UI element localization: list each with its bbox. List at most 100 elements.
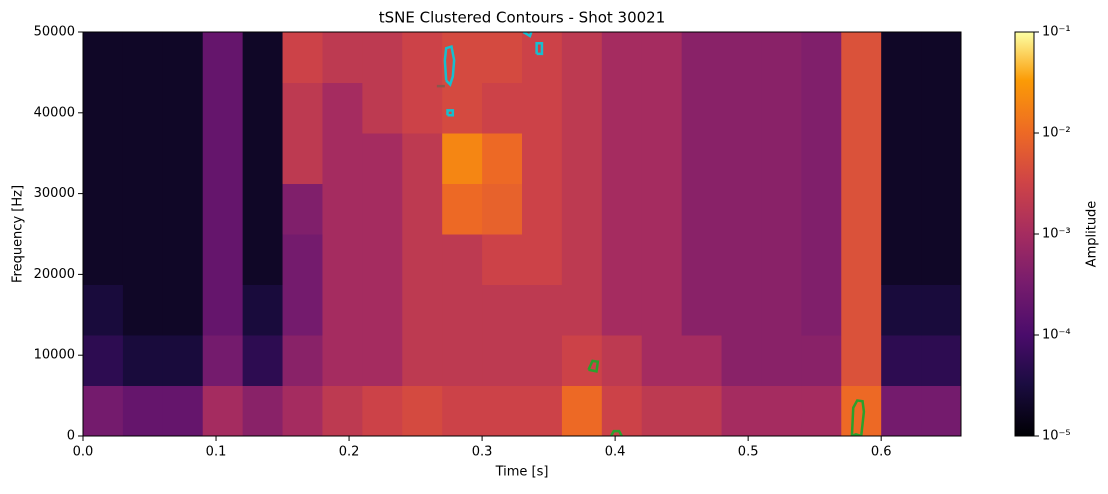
heatmap-cell — [322, 385, 363, 437]
heatmap-cell — [721, 183, 762, 235]
heatmap-cell — [362, 32, 403, 83]
heatmap-cell — [841, 133, 882, 184]
colorbar-tick-label: 10⁻⁵ — [1042, 429, 1071, 444]
heatmap-cell — [522, 284, 563, 336]
heatmap-cell — [761, 335, 802, 386]
heatmap-cell — [641, 335, 683, 386]
heatmap-cell — [282, 385, 323, 437]
heatmap-cell — [881, 183, 922, 235]
heatmap-cell — [122, 335, 164, 386]
heatmap-cell — [482, 284, 523, 336]
contour — [610, 429, 623, 436]
y-tick-label: 10000 — [34, 348, 75, 363]
heatmap-cell — [362, 284, 403, 336]
heatmap-cell — [881, 335, 922, 386]
heatmap-cell — [561, 234, 603, 285]
heatmap-cell — [801, 32, 842, 83]
y-tick-label: 50000 — [34, 25, 75, 40]
heatmap-cell — [162, 234, 204, 285]
heatmap-cell — [721, 335, 762, 386]
heatmap-cell — [402, 183, 443, 235]
contour — [587, 359, 600, 373]
heatmap-cell — [83, 133, 124, 184]
heatmap-cell — [482, 385, 523, 437]
heatmap-cell — [242, 82, 284, 134]
heatmap-cell — [442, 82, 483, 134]
contour — [446, 109, 455, 117]
heatmap-cell — [242, 335, 284, 386]
heatmap-cell — [522, 234, 563, 285]
heatmap-cell — [482, 335, 523, 386]
heatmap-cell — [322, 32, 363, 83]
y-tick-label: 30000 — [34, 186, 75, 201]
heatmap-cell — [601, 385, 643, 437]
x-tick-label: 0.2 — [339, 445, 360, 460]
heatmap-cell — [641, 234, 683, 285]
heatmap-cell — [601, 234, 643, 285]
heatmap-cell — [362, 82, 403, 134]
y-tick-label: 0 — [67, 429, 75, 444]
x-tick-label: 0.6 — [871, 445, 892, 460]
colorbar-tick-label: 10⁻¹ — [1042, 25, 1071, 40]
heatmap-cell — [801, 82, 842, 134]
heatmap-cell — [841, 82, 882, 134]
heatmap-cell — [442, 133, 483, 184]
heatmap — [83, 32, 962, 437]
heatmap-cell — [442, 335, 483, 386]
colorbar — [1014, 31, 1035, 437]
heatmap-cell — [162, 335, 204, 386]
heatmap-cell — [83, 234, 124, 285]
heatmap-cell — [721, 133, 762, 184]
heatmap-cell — [402, 335, 443, 386]
heatmap-cell — [362, 335, 403, 386]
x-axis-label: Time [s] — [495, 465, 549, 480]
heatmap-cell — [202, 234, 244, 285]
heatmap-cell — [202, 32, 244, 83]
heatmap-cell — [921, 32, 962, 83]
heatmap-cell — [841, 234, 882, 285]
heatmap-cell — [83, 335, 124, 386]
y-axis-label: Frequency [Hz] — [11, 185, 26, 283]
heatmap-cell — [522, 385, 563, 437]
heatmap-cell — [122, 32, 164, 83]
plot-frame — [82, 31, 962, 437]
heatmap-cell — [641, 183, 683, 235]
heatmap-cell — [522, 133, 563, 184]
heatmap-cell — [761, 82, 802, 134]
y-tick-label: 40000 — [34, 105, 75, 120]
heatmap-cell — [83, 82, 124, 134]
heatmap-cell — [482, 32, 523, 83]
heatmap-cell — [641, 133, 683, 184]
x-tick-label: 0.5 — [738, 445, 759, 460]
heatmap-cell — [442, 183, 483, 235]
heatmap-cell — [881, 385, 922, 437]
heatmap-cell — [83, 385, 124, 437]
heatmap-cell — [282, 32, 323, 83]
heatmap-cell — [681, 385, 723, 437]
heatmap-cell — [162, 183, 204, 235]
heatmap-cell — [442, 385, 483, 437]
x-tick-label: 0.4 — [605, 445, 626, 460]
heatmap-cell — [921, 284, 962, 336]
heatmap-cell — [482, 133, 523, 184]
contour — [850, 399, 866, 436]
heatmap-cell — [202, 183, 244, 235]
heatmap-cell — [681, 284, 723, 336]
heatmap-cell — [681, 32, 723, 83]
y-tick-label: 20000 — [34, 267, 75, 282]
heatmap-cell — [442, 284, 483, 336]
heatmap-cell — [921, 82, 962, 134]
heatmap-cell — [442, 234, 483, 285]
heatmap-cell — [921, 385, 962, 437]
heatmap-cell — [162, 133, 204, 184]
heatmap-cell — [282, 82, 323, 134]
heatmap-cell — [641, 385, 683, 437]
heatmap-cell — [322, 335, 363, 386]
heatmap-cell — [522, 335, 563, 386]
heatmap-cell — [681, 133, 723, 184]
heatmap-cell — [601, 335, 643, 386]
heatmap-cell — [721, 234, 762, 285]
heatmap-cell — [162, 284, 204, 336]
heatmap-cell — [402, 284, 443, 336]
